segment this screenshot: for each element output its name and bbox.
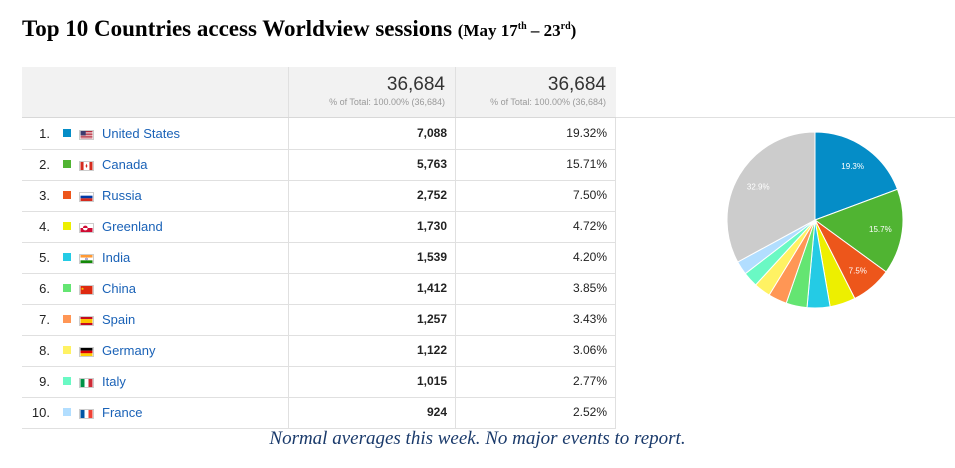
es-flag-icon: [79, 314, 94, 326]
table-row: 8. Germany 1,122 3.06%: [22, 335, 616, 367]
table-row: 7. Spain 1,257 3.43%: [22, 304, 616, 336]
title-main: Top 10 Countries access Worldview sessio…: [22, 16, 453, 41]
table-row: 6. China 1,412 3.85%: [22, 273, 616, 305]
pie-slice-label: 7.5%: [849, 266, 867, 275]
cn-flag-icon: [79, 283, 94, 295]
series-swatch: [63, 191, 71, 199]
table-row: 3. Russia 2,752 7.50%: [22, 180, 616, 212]
ru-flag-icon: [79, 190, 94, 202]
sessions-value: 1,730: [288, 211, 455, 242]
series-swatch: [63, 129, 71, 137]
percent-value: 3.85%: [455, 273, 616, 304]
gl-flag-icon: [79, 221, 94, 233]
country-link[interactable]: India: [102, 250, 131, 265]
country-link[interactable]: Russia: [102, 188, 142, 203]
row-rank: 10.: [31, 405, 50, 420]
percent-value: 7.50%: [455, 180, 616, 211]
country-link[interactable]: Germany: [102, 343, 156, 358]
row-rank: 7.: [39, 312, 50, 327]
row-rank: 1.: [39, 126, 50, 141]
divider: [616, 117, 955, 118]
row-rank: 4.: [39, 219, 50, 234]
table-row: 4. Greenland 1,730 4.72%: [22, 211, 616, 243]
sessions-value: 7,088: [288, 118, 455, 149]
sessions-value: 1,122: [288, 335, 455, 366]
us-flag-icon: [79, 128, 94, 140]
footer-note: Normal averages this week. No major even…: [269, 428, 686, 449]
sessions-value: 924: [288, 397, 455, 428]
series-swatch: [63, 408, 71, 416]
sessions-value: 5,763: [288, 149, 455, 180]
pie-slice-label: 15.7%: [869, 225, 892, 234]
percent-value: 3.43%: [455, 304, 616, 335]
table-row: 10. France 924 2.52%: [22, 397, 616, 429]
sessions-value: 1,257: [288, 304, 455, 335]
table-row: 9. Italy 1,015 2.77%: [22, 366, 616, 398]
series-swatch: [63, 160, 71, 168]
country-link[interactable]: United States: [102, 126, 181, 141]
page-title: Top 10 Countries access Worldview sessio…: [22, 16, 576, 42]
country-link[interactable]: China: [102, 281, 136, 296]
row-rank: 2.: [39, 157, 50, 172]
series-swatch: [63, 377, 71, 385]
in-flag-icon: [79, 252, 94, 264]
row-rank: 5.: [39, 250, 50, 265]
it-flag-icon: [79, 376, 94, 388]
percent-value: 2.52%: [455, 397, 616, 428]
pie-slice-label: 32.9%: [747, 182, 770, 191]
percent-header: 36,684 % of Total: 100.00% (36,684): [455, 67, 616, 117]
percent-total-sub: % of Total: 100.00% (36,684): [490, 97, 606, 107]
sessions-value: 1,015: [288, 366, 455, 397]
country-table: 36,684 % of Total: 100.00% (36,684) 36,6…: [22, 67, 955, 429]
sessions-value: 1,412: [288, 273, 455, 304]
header-blank: [22, 67, 288, 117]
series-swatch: [63, 346, 71, 354]
sessions-total-sub: % of Total: 100.00% (36,684): [329, 97, 445, 107]
table-row: 2. Canada 5,763 15.71%: [22, 149, 616, 181]
pie-slice-canada[interactable]: [813, 188, 904, 273]
percent-value: 15.71%: [455, 149, 616, 180]
row-rank: 9.: [39, 374, 50, 389]
percent-value: 4.72%: [455, 211, 616, 242]
series-swatch: [63, 284, 71, 292]
table-row: 1. United States 7,088 19.32%: [22, 118, 616, 150]
country-link[interactable]: Greenland: [102, 219, 163, 234]
title-date-range: (May 17th – 23rd): [457, 21, 577, 40]
country-link[interactable]: France: [102, 405, 143, 420]
pie-chart: 19.3% 15.7% 7.5% 32.9%: [726, 131, 904, 309]
country-link[interactable]: Canada: [102, 157, 148, 172]
series-swatch: [63, 315, 71, 323]
series-swatch: [63, 222, 71, 230]
percent-value: 4.20%: [455, 242, 616, 273]
pie-slice-united-states[interactable]: [814, 131, 899, 221]
country-link[interactable]: Spain: [102, 312, 136, 327]
sessions-total: 36,684: [386, 74, 445, 95]
percent-value: 3.06%: [455, 335, 616, 366]
country-link[interactable]: Italy: [102, 374, 126, 389]
pie-slice-label: 19.3%: [841, 162, 864, 171]
percent-value: 2.77%: [455, 366, 616, 397]
table-row: 5. India 1,539 4.20%: [22, 242, 616, 274]
sessions-value: 1,539: [288, 242, 455, 273]
pie-slice-other[interactable]: [726, 131, 816, 263]
de-flag-icon: [79, 345, 94, 357]
ca-flag-icon: [79, 159, 94, 171]
percent-total: 36,684: [547, 74, 606, 95]
table-header: 36,684 % of Total: 100.00% (36,684) 36,6…: [22, 67, 955, 118]
row-rank: 3.: [39, 188, 50, 203]
row-rank: 6.: [39, 281, 50, 296]
series-swatch: [63, 253, 71, 261]
sessions-header: 36,684 % of Total: 100.00% (36,684): [288, 67, 455, 117]
row-rank: 8.: [39, 343, 50, 358]
fr-flag-icon: [79, 407, 94, 419]
sessions-value: 2,752: [288, 180, 455, 211]
percent-value: 19.32%: [455, 118, 616, 149]
